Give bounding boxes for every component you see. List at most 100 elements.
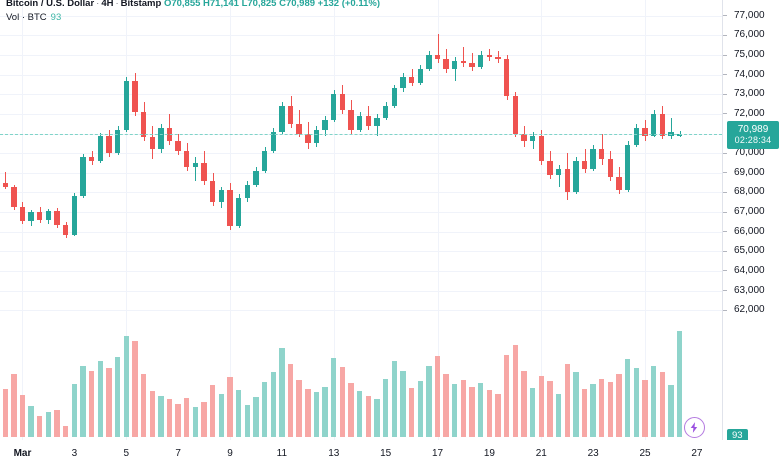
candle-body [668, 131, 674, 136]
volume-legend[interactable]: Vol · BTC 93 [6, 12, 61, 23]
candle-body [374, 117, 380, 126]
volume-legend-value: 93 [50, 12, 62, 23]
price-tick-dash [722, 54, 727, 56]
volume-bar [348, 383, 354, 437]
legend-ohlc-values: O70,855 H71,141 L70,825 C70,989 +132 (+0… [163, 0, 380, 9]
chart-plot-area[interactable] [0, 0, 722, 440]
volume-bar [339, 367, 346, 437]
price-axis-tick: 70,000 [722, 148, 780, 158]
time-axis-tick-label: 21 [535, 448, 547, 459]
grid-line-vertical [334, 0, 335, 440]
volume-bar [158, 395, 164, 437]
grid-line-horizontal [0, 192, 722, 193]
volume-bar [140, 374, 147, 437]
volume-bar [478, 383, 484, 437]
price-axis-tick-label: 77,000 [734, 9, 765, 21]
time-axis[interactable]: Mar 3 5 7 9 11 13 15 17 19 21 23 25 27 [0, 440, 780, 470]
candle-body [140, 111, 147, 138]
candle-body [495, 57, 501, 59]
volume-bar [616, 374, 622, 437]
candle-body [253, 170, 259, 185]
volume-bar [400, 370, 406, 437]
candle-body [426, 55, 432, 69]
candle-body [538, 135, 544, 162]
volume-bar [201, 401, 207, 437]
legend-exchange[interactable]: Bitstamp [120, 0, 162, 9]
candle-body [184, 151, 190, 167]
volume-legend-label: Vol · BTC [6, 12, 47, 23]
time-axis-tick-label: 11 [276, 448, 288, 459]
candle-body [573, 161, 579, 193]
candle-body [322, 119, 328, 130]
grid-line-horizontal [0, 310, 722, 311]
candle-wick [498, 51, 499, 63]
candle-body [633, 127, 640, 146]
grid-line-horizontal [0, 291, 722, 292]
volume-bar [45, 411, 52, 437]
volume-bar [642, 379, 648, 437]
volume-bar [668, 385, 674, 437]
lightning-sparkle-icon[interactable] [683, 417, 705, 438]
volume-bar [192, 407, 199, 437]
legend-symbol[interactable]: Bitcoin / U.S. Dollar [6, 0, 95, 9]
candle-wick [438, 33, 439, 63]
candle-wick [602, 133, 603, 165]
volume-bar [469, 386, 475, 437]
candle-body [192, 163, 199, 167]
candle-body [19, 207, 26, 221]
price-axis-tick: 65,000 [722, 246, 780, 256]
candle-body [651, 113, 657, 136]
current-price-tag[interactable]: 70,989 02:28:34 [727, 120, 779, 149]
volume-bar [63, 425, 69, 437]
candle-body [158, 127, 164, 150]
price-axis-tick: 74,000 [722, 69, 780, 80]
candle-body [625, 145, 631, 191]
grid-line-horizontal [0, 251, 722, 252]
price-tick-dash [722, 191, 727, 193]
volume-bar [287, 363, 294, 437]
candle-body [149, 137, 155, 150]
volume-bar [54, 409, 60, 437]
price-tick-dash [722, 250, 727, 252]
volume-bar [625, 359, 631, 437]
volume-bar [374, 399, 380, 437]
volume-bar [547, 380, 553, 437]
volume-bar [305, 388, 311, 437]
candle-body [244, 184, 250, 199]
grid-line-vertical [438, 0, 439, 440]
price-tick-dash [722, 172, 727, 174]
volume-bar [357, 391, 363, 437]
volume-bar [486, 390, 493, 437]
volume-bar [659, 371, 666, 437]
volume-bar [581, 388, 588, 437]
price-axis-tick: 67,000 [722, 207, 780, 217]
price-axis-tick: 77,000 [722, 9, 780, 21]
volume-bar [452, 384, 458, 437]
volume-bar [573, 371, 579, 437]
candle-body [400, 76, 406, 89]
volume-bar [210, 385, 216, 437]
grid-line-horizontal [0, 55, 722, 56]
candle-body [659, 113, 666, 136]
legend-interval[interactable]: 4H [101, 0, 114, 9]
volume-bar [218, 393, 225, 437]
candle-body [305, 133, 311, 144]
candle-body [478, 55, 484, 67]
candle-body [365, 115, 372, 126]
volume-bar [279, 347, 285, 437]
price-axis-tick: 63,000 [722, 285, 780, 296]
volume-bar [175, 403, 181, 437]
price-axis[interactable]: 77,000 76,000 75,000 74,000 73,000 72,000 70,0… [722, 0, 780, 443]
candle-body [348, 110, 354, 130]
chart-legend[interactable]: Bitcoin / U.S. Dollar · 4H · Bitstamp O70,85… [6, 0, 380, 9]
price-tick-dash [722, 15, 727, 17]
candle-body [642, 127, 648, 136]
volume-bar [253, 396, 259, 437]
candle-body [616, 176, 622, 191]
candle-body [331, 94, 337, 120]
price-axis-tick: 66,000 [722, 226, 780, 237]
volume-value-tag[interactable]: 93 [727, 429, 748, 443]
price-axis-tick: 64,000 [722, 265, 780, 276]
volume-bar [599, 378, 605, 437]
volume-bar [132, 340, 138, 437]
